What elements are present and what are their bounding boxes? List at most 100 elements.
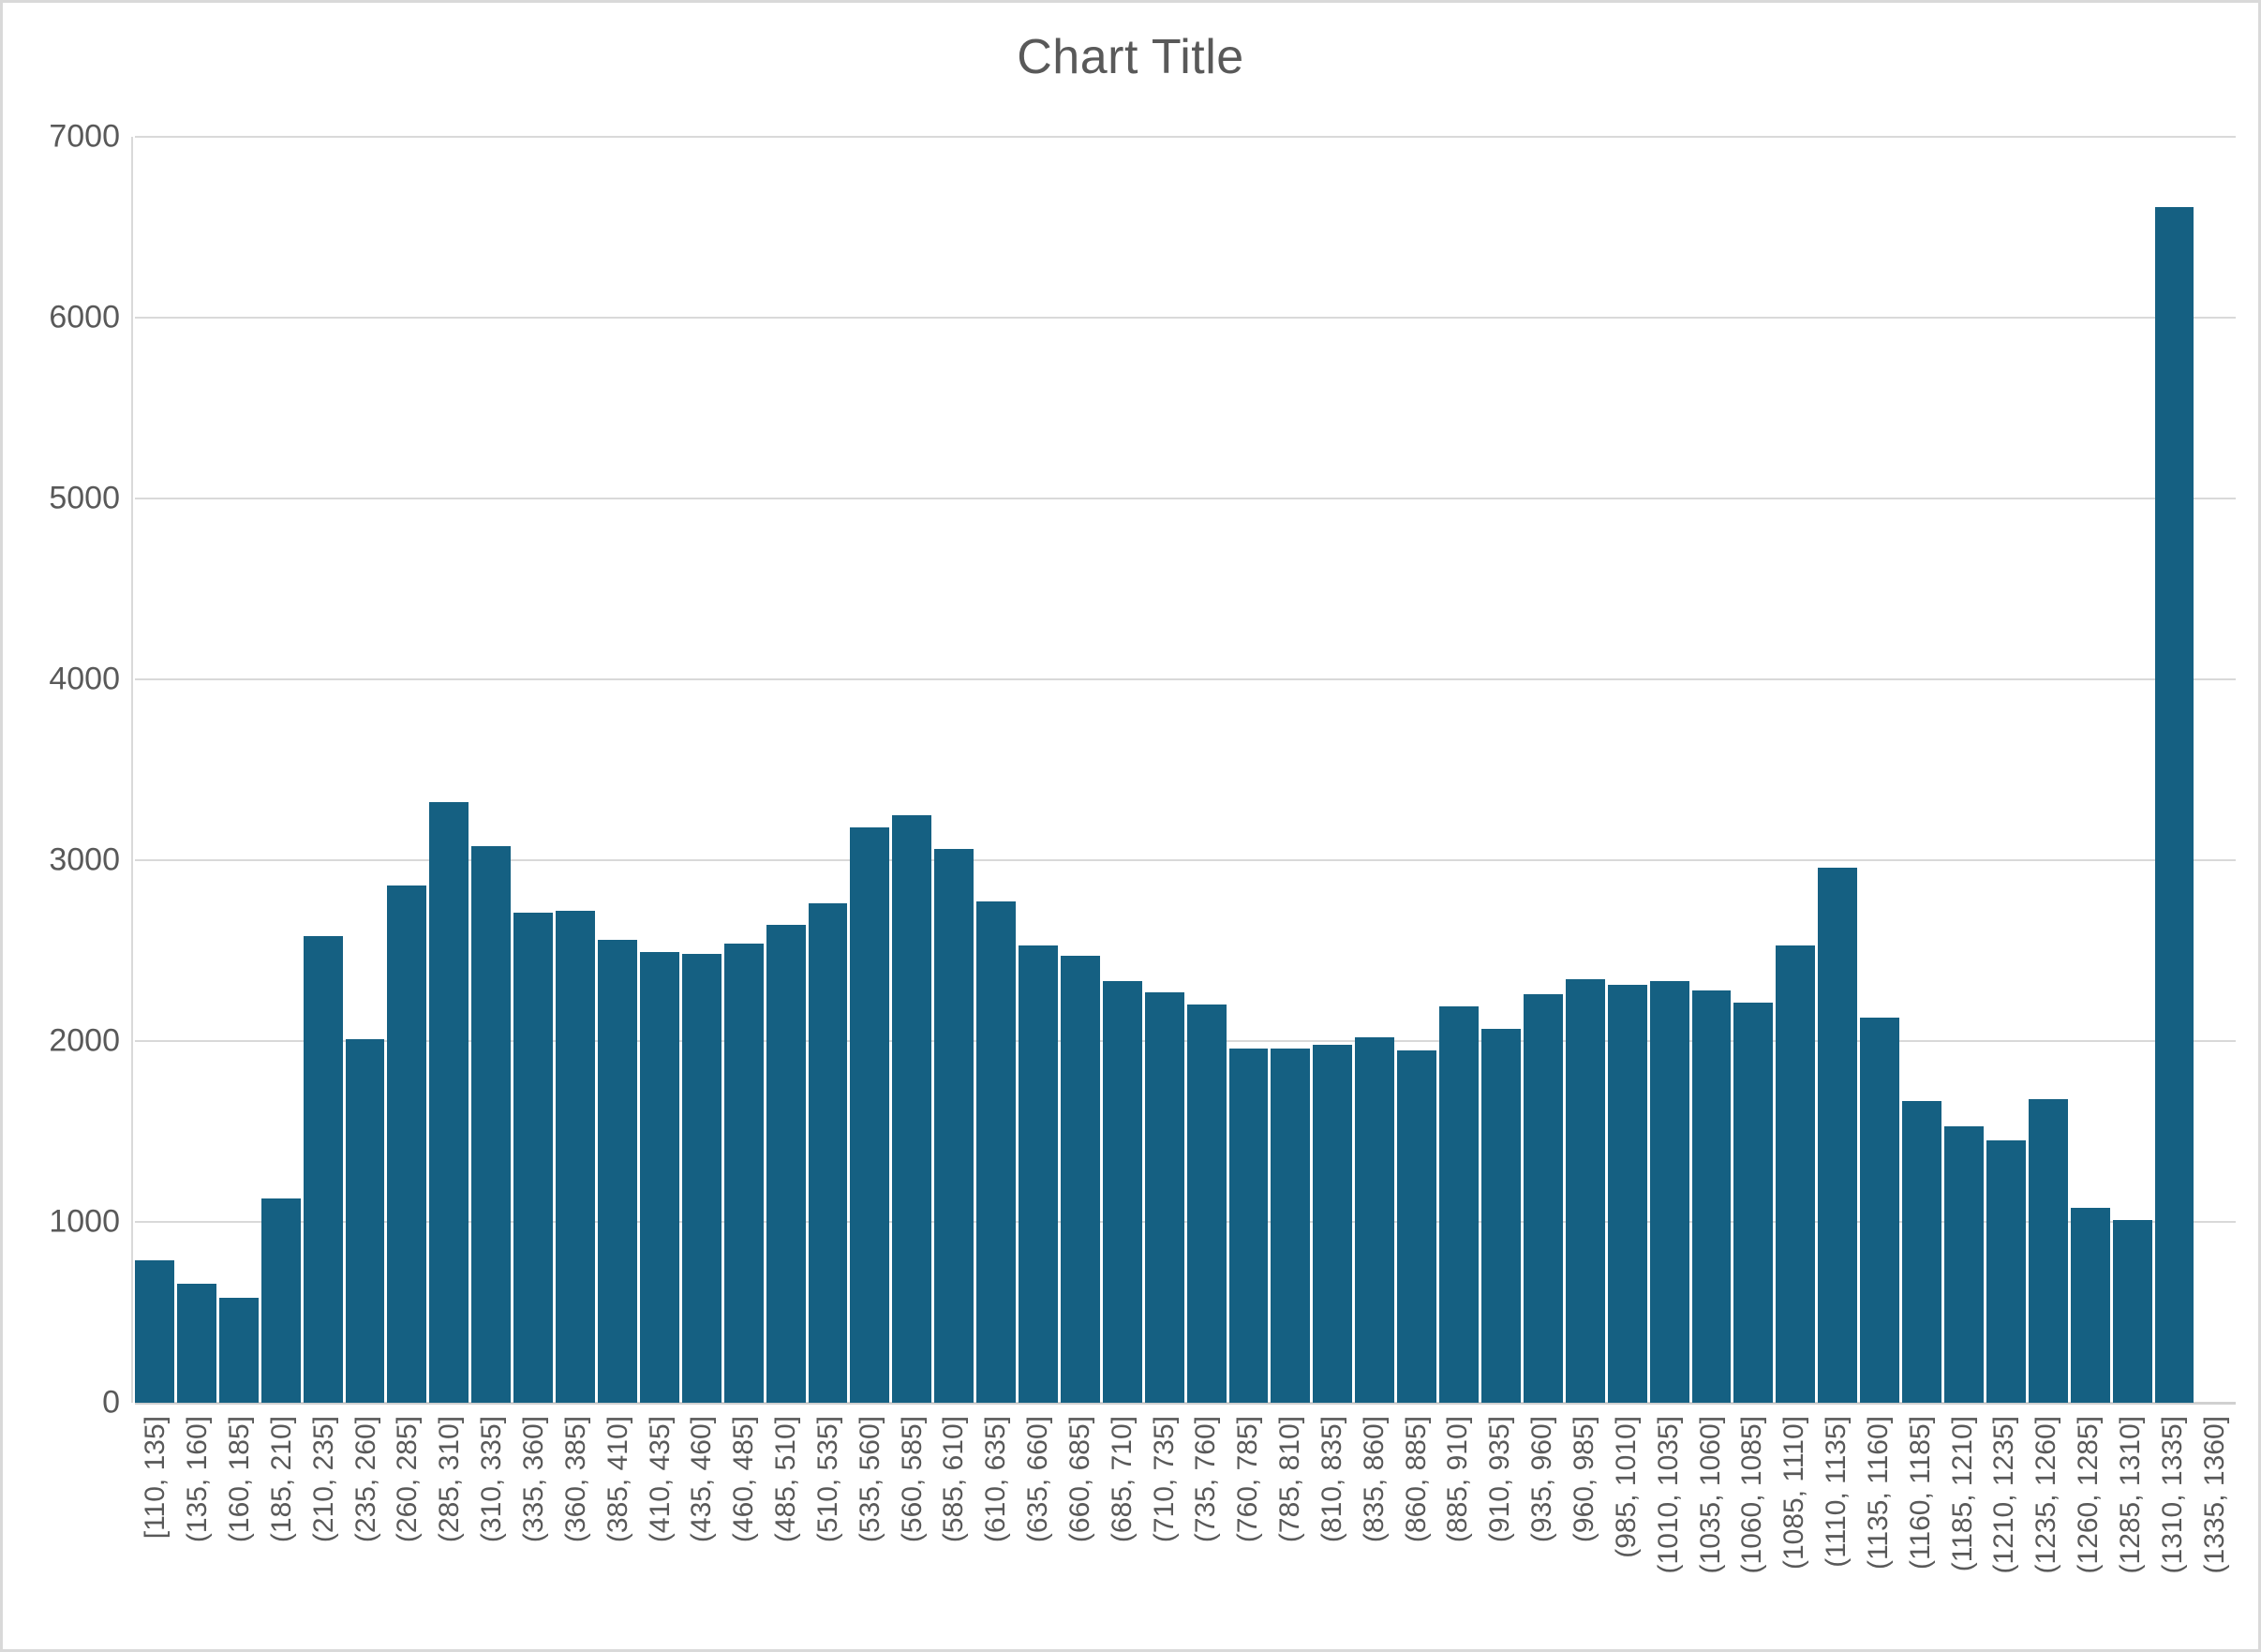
gridline: [135, 858, 2236, 861]
x-tick-label: (235, 260]: [350, 1416, 381, 1543]
x-tick-label: (210, 235]: [307, 1416, 339, 1543]
bar-(1010, 1035]: [1649, 981, 1689, 1403]
x-tick-label: (1310, 1335]: [2156, 1416, 2188, 1574]
bar-(210, 235]: [303, 936, 343, 1403]
bars-container: [135, 137, 2236, 1403]
x-tick-label: (485, 510]: [770, 1416, 802, 1543]
bar-(635, 660]: [1019, 945, 1058, 1403]
bar-(360, 385]: [556, 911, 595, 1403]
y-tick-label: 5000: [49, 480, 120, 516]
bar-(1035, 1060]: [1691, 990, 1732, 1403]
bar-(435, 460]: [681, 954, 721, 1403]
bar-(785, 810]: [1271, 1048, 1311, 1403]
x-tick-label: (1135, 1160]: [1862, 1416, 1894, 1570]
bar-(135, 160]: [176, 1283, 216, 1403]
bar-(760, 785]: [1228, 1048, 1269, 1403]
bar-(1135, 1160]: [1860, 1017, 1900, 1403]
x-tick-label: (360, 385]: [559, 1416, 591, 1543]
x-tick-label: (710, 735]: [1148, 1416, 1180, 1543]
bar-(285, 310]: [429, 802, 469, 1403]
bar-(835, 860]: [1355, 1037, 1395, 1403]
y-axis-line: [131, 137, 133, 1403]
x-tick-label: (1010, 1035]: [1652, 1416, 1684, 1574]
x-tick-label: (285, 310]: [434, 1416, 466, 1543]
x-tick-label: (560, 585]: [896, 1416, 928, 1543]
bar-(485, 510]: [766, 925, 806, 1403]
bar-(460, 485]: [723, 943, 764, 1403]
x-tick-label: (860, 885]: [1400, 1416, 1432, 1543]
x-tick-label: (660, 685]: [1064, 1416, 1095, 1543]
x-tick-label: (1185, 1210]: [1946, 1416, 1978, 1572]
x-tick-label: (1110, 1135]: [1821, 1416, 1852, 1568]
x-tick-label: (535, 560]: [854, 1416, 885, 1543]
x-tick-label: (810, 835]: [1316, 1416, 1347, 1543]
gridline: [135, 678, 2236, 680]
gridline: [135, 1040, 2236, 1042]
bar-(660, 685]: [1060, 956, 1100, 1403]
bar-(960, 985]: [1565, 979, 1605, 1403]
y-tick-label: 0: [102, 1384, 120, 1421]
bar-(310, 335]: [471, 845, 512, 1403]
x-tick-label: (585, 610]: [938, 1416, 970, 1543]
bar-(860, 885]: [1397, 1049, 1437, 1403]
bar-(735, 760]: [1186, 1005, 1227, 1403]
x-tick-label: (960, 985]: [1568, 1416, 1599, 1543]
bar-(1285, 1310]: [2112, 1220, 2152, 1403]
y-tick-label: 4000: [49, 661, 120, 697]
x-tick-label: (1035, 1060]: [1694, 1416, 1726, 1574]
x-tick-label: (385, 410]: [602, 1416, 633, 1543]
bar-(1160, 1185]: [1902, 1100, 1941, 1403]
bar-(810, 835]: [1313, 1044, 1353, 1403]
bar-(1235, 1260]: [2028, 1098, 2068, 1403]
bar-(160, 185]: [218, 1298, 259, 1403]
x-tick-label: (260, 285]: [392, 1416, 424, 1543]
x-axis-line: [135, 1402, 2236, 1405]
x-tick-label: (310, 335]: [476, 1416, 508, 1543]
x-tick-label: (1060, 1085]: [1736, 1416, 1768, 1574]
y-tick-label: 3000: [49, 841, 120, 878]
gridline: [135, 497, 2236, 499]
x-tick-label: [110, 135]: [140, 1416, 171, 1540]
bar-(585, 610]: [934, 849, 974, 1403]
bar-(510, 535]: [808, 903, 848, 1403]
bar-(335, 360]: [513, 912, 554, 1403]
x-tick-label: (1260, 1285]: [2073, 1416, 2105, 1574]
bar-(410, 435]: [639, 952, 679, 1403]
bar-(235, 260]: [345, 1039, 385, 1403]
bar-(185, 210]: [260, 1198, 301, 1403]
x-tick-label: (735, 760]: [1190, 1416, 1222, 1543]
y-tick-label: 2000: [49, 1022, 120, 1059]
x-tick-label: (685, 710]: [1106, 1416, 1138, 1543]
x-tick-label: (335, 360]: [517, 1416, 549, 1543]
bar-(710, 735]: [1144, 991, 1184, 1403]
x-tick-label: (985, 1010]: [1610, 1416, 1642, 1558]
x-tick-label: (835, 860]: [1358, 1416, 1390, 1543]
bar-(1060, 1085]: [1733, 1003, 1774, 1403]
x-tick-label: (435, 460]: [686, 1416, 718, 1543]
bar-(1185, 1210]: [1943, 1125, 1984, 1403]
x-tick-label: (785, 810]: [1274, 1416, 1306, 1543]
bar-(385, 410]: [597, 939, 637, 1403]
x-tick-label: (135, 160]: [182, 1416, 214, 1543]
x-tick-label: (1160, 1185]: [1904, 1416, 1936, 1570]
gridline: [135, 136, 2236, 138]
bar-(1310, 1335]: [2154, 207, 2194, 1403]
x-tick-label: (410, 435]: [644, 1416, 676, 1543]
x-tick-label: (760, 785]: [1232, 1416, 1264, 1543]
x-tick-label: (460, 485]: [728, 1416, 760, 1543]
x-tick-label: (1335, 1360]: [2198, 1416, 2230, 1574]
x-tick-label: (635, 660]: [1022, 1416, 1054, 1543]
x-tick-label: (510, 535]: [811, 1416, 843, 1543]
bar-(560, 585]: [892, 814, 932, 1403]
bar-(1085, 1110]: [1776, 945, 1816, 1403]
plot-area: 0 1000 2000 3000 4000 5000 6000 7000 [110, 135]…: [49, 119, 2236, 1573]
y-tick-label: 1000: [49, 1203, 120, 1240]
gridline: [135, 316, 2236, 319]
x-tick-label: (610, 635]: [980, 1416, 1012, 1543]
x-tick-label: (935, 960]: [1526, 1416, 1558, 1543]
bar-(535, 560]: [850, 827, 890, 1403]
chart-title: Chart Title: [1017, 30, 1244, 84]
bar-(885, 910]: [1439, 1006, 1479, 1403]
x-tick-label: (910, 935]: [1484, 1416, 1516, 1543]
